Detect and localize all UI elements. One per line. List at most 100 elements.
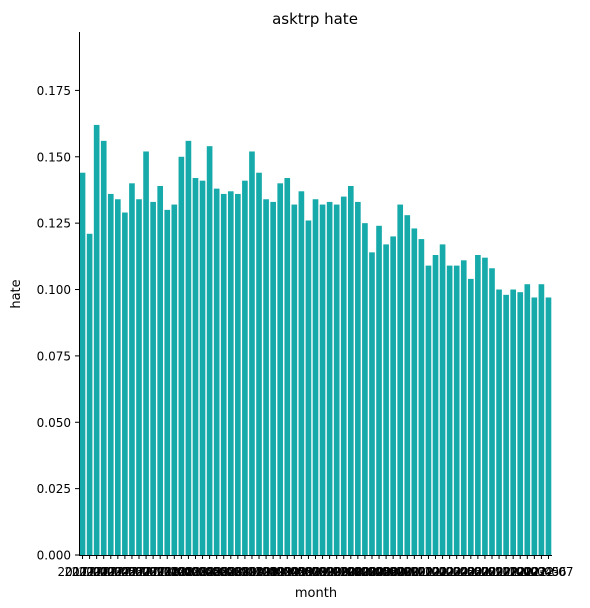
bar-2020-08 [383,244,389,555]
bar-2020-03 [347,185,354,556]
bar-2019-07 [291,204,298,555]
bar-2017-05 [107,193,114,555]
x-tick-label: 2017-01 [57,565,107,579]
bar-2017-08 [129,183,135,555]
x-tick-label: 2020-02 [319,565,369,579]
x-tick-label: 2017-06 [93,565,143,579]
y-axis-label: hate [9,279,24,308]
bar-2017-02 [86,233,93,555]
x-tick-label: 2021-10 [460,565,510,579]
x-tick-label: 2017-11 [128,565,178,579]
x-tick-label: 2020-01 [312,565,362,579]
bar-2017-04 [100,140,107,555]
x-tick-label: 2021-03 [410,565,460,579]
x-tick-label: 2017-04 [79,565,129,579]
x-tick-label: 2020-06 [347,565,397,579]
x-tick-label: 2020-09 [368,565,418,579]
x-tick-label: 2018-11 [213,565,263,579]
bar-2018-04 [185,140,192,555]
x-axis-label: month [295,586,337,601]
x-tick-label: 2022-01 [481,565,531,579]
bar-2018-03 [178,156,185,555]
y-tick-label: 0.175 [37,84,71,98]
x-tick-label: 2021-09 [453,565,503,579]
x-tick-label: 2019-05 [255,565,305,579]
x-tick-label: 2018-03 [156,565,206,579]
x-tick-label: 2019-03 [241,565,291,579]
bar-2021-07 [460,260,467,555]
bar-2019-09 [305,220,312,556]
bar-2017-09 [136,199,142,555]
x-tick-label: 2020-03 [326,565,376,579]
bar-2017-06 [115,199,121,555]
bar-2019-06 [284,178,291,555]
bar-2020-11 [404,215,411,555]
bar-2021-02 [425,265,432,555]
x-tick-label: 2019-11 [297,565,347,579]
x-tick-label: 2021-01 [396,565,446,579]
x-tick-label: 2019-10 [290,565,340,579]
x-tick-label: 2017-07 [100,565,150,579]
x-tick-label: 2019-02 [234,565,284,579]
x-tick-label: 2019-09 [283,565,333,579]
bar-2021-11 [489,268,495,555]
x-tick-label: 2021-06 [432,565,482,579]
y-tick-label: 0.075 [37,349,71,363]
x-tick-label: 2018-10 [206,565,256,579]
x-tick-label: 2019-06 [262,565,312,579]
bar-2021-03 [432,255,439,555]
x-tick-label: 2020-08 [361,565,411,579]
bar-2021-08 [467,278,474,555]
bar-2018-06 [199,180,206,556]
x-tick-label: 2017-08 [107,565,157,579]
bar-2020-02 [340,196,347,555]
x-tick-label: 2020-07 [354,565,404,579]
y-tick-label: 0.100 [37,283,71,297]
x-tick-label: 2019-04 [248,565,298,579]
bar-2019-08 [298,191,305,556]
bar-2019-01 [249,151,255,555]
x-tick-label: 2022-03 [495,565,545,579]
bar-2017-10 [143,151,149,555]
bar-2020-01 [333,204,340,555]
bar-2022-01 [503,294,509,555]
x-tick-label: 2017-05 [86,565,136,579]
bar-2018-11 [235,193,241,555]
x-tick-label: 2019-12 [305,565,355,579]
x-tick-label: 2020-12 [389,565,439,579]
x-tick-label: 2017-10 [121,565,171,579]
x-tick-label: 2021-08 [446,565,496,579]
bar-2019-10 [312,199,319,555]
bar-2020-12 [411,228,418,555]
x-tick-label: 2022-07 [523,565,573,579]
bar-2019-02 [256,172,262,555]
bar-2019-04 [270,201,276,555]
bar-2018-07 [206,146,213,555]
x-tick-label: 2020-11 [382,565,432,579]
bar-2022-05 [531,297,538,555]
bar-2018-02 [171,204,178,555]
x-tick-label: 2018-01 [142,565,192,579]
bar-2021-12 [496,289,502,555]
x-tick-label: 2018-07 [185,565,235,579]
bar-2018-09 [220,193,227,555]
bar-2017-12 [157,185,164,556]
bar-2021-06 [453,265,460,555]
bar-2022-04 [524,284,531,555]
x-tick-label: 2018-06 [177,565,227,579]
y-tick-label: 0.000 [37,549,71,563]
x-axis-ticks: 2017-012017-022017-032017-042017-052017-… [57,555,574,579]
bar-2019-12 [326,201,333,555]
bar-2020-09 [390,236,396,556]
bar-2018-08 [213,188,220,555]
x-tick-label: 2020-04 [333,565,383,579]
y-tick-label: 0.125 [37,217,71,231]
bar-2017-11 [150,201,156,555]
x-tick-label: 2021-02 [403,565,453,579]
bar-2021-05 [446,265,453,555]
x-tick-label: 2017-03 [72,565,122,579]
chart-title: asktrp hate [272,10,358,28]
bar-2019-05 [277,183,284,555]
x-tick-label: 2022-02 [488,565,538,579]
